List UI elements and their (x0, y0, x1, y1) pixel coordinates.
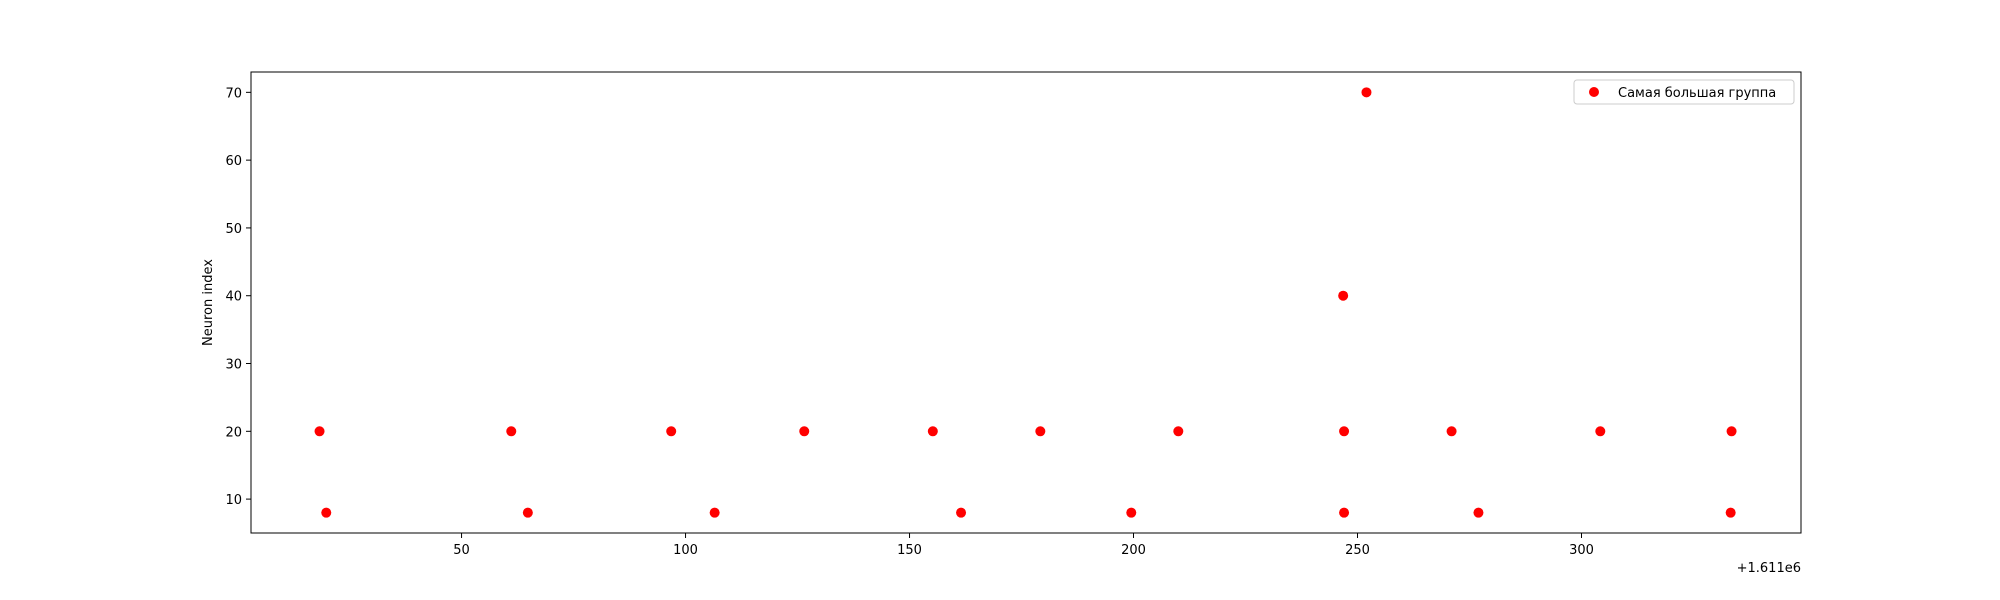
x-tick-label: 50 (453, 543, 470, 558)
scatter-point (1361, 87, 1372, 98)
x-axis-ticks: 50 100 150 200 250 300 (453, 533, 1594, 558)
legend-label: Самая большая группа (1618, 86, 1776, 101)
scatter-point (709, 507, 720, 518)
legend-marker (1589, 87, 1599, 97)
scatter-point (1726, 426, 1737, 437)
scatter-point (927, 426, 938, 437)
scatter-point (522, 507, 533, 518)
y-tick-label: 30 (225, 358, 242, 373)
y-tick-label: 40 (225, 290, 242, 305)
x-tick-label: 100 (673, 543, 698, 558)
scatter-point (1173, 426, 1184, 437)
y-tick-label: 60 (225, 154, 242, 169)
scatter-point (956, 507, 967, 518)
scatter-point (1338, 290, 1349, 301)
y-tick-label: 50 (225, 222, 242, 237)
x-tick-label: 200 (1121, 543, 1146, 558)
data-points (314, 87, 1737, 518)
y-tick-label: 10 (225, 493, 242, 508)
y-tick-label: 20 (225, 425, 242, 440)
scatter-point (1473, 507, 1484, 518)
y-axis-ticks: 10 20 30 40 50 60 70 (225, 86, 251, 508)
y-axis-label: Neuron index (201, 259, 216, 346)
x-tick-label: 250 (1345, 543, 1370, 558)
plot-area-frame (250, 71, 1802, 534)
scatter-point (1446, 426, 1457, 437)
scatter-point (799, 426, 810, 437)
x-tick-label: 300 (1569, 543, 1594, 558)
x-tick-label: 150 (897, 543, 922, 558)
scatter-point (1339, 507, 1350, 518)
scatter-point (314, 426, 325, 437)
scatter-point (1035, 426, 1046, 437)
y-tick-label: 70 (225, 86, 242, 101)
legend-box (1573, 79, 1795, 105)
scatter-point (1725, 507, 1736, 518)
x-axis-offset-label: +1.611e6 (1737, 561, 1801, 576)
scatter-point (1595, 426, 1606, 437)
legend: Самая большая группа (1573, 79, 1795, 105)
scatter-point (1339, 426, 1350, 437)
scatter-point (666, 426, 677, 437)
scatter-point (321, 507, 332, 518)
scatter-point (506, 426, 517, 437)
scatter-point (1126, 507, 1137, 518)
